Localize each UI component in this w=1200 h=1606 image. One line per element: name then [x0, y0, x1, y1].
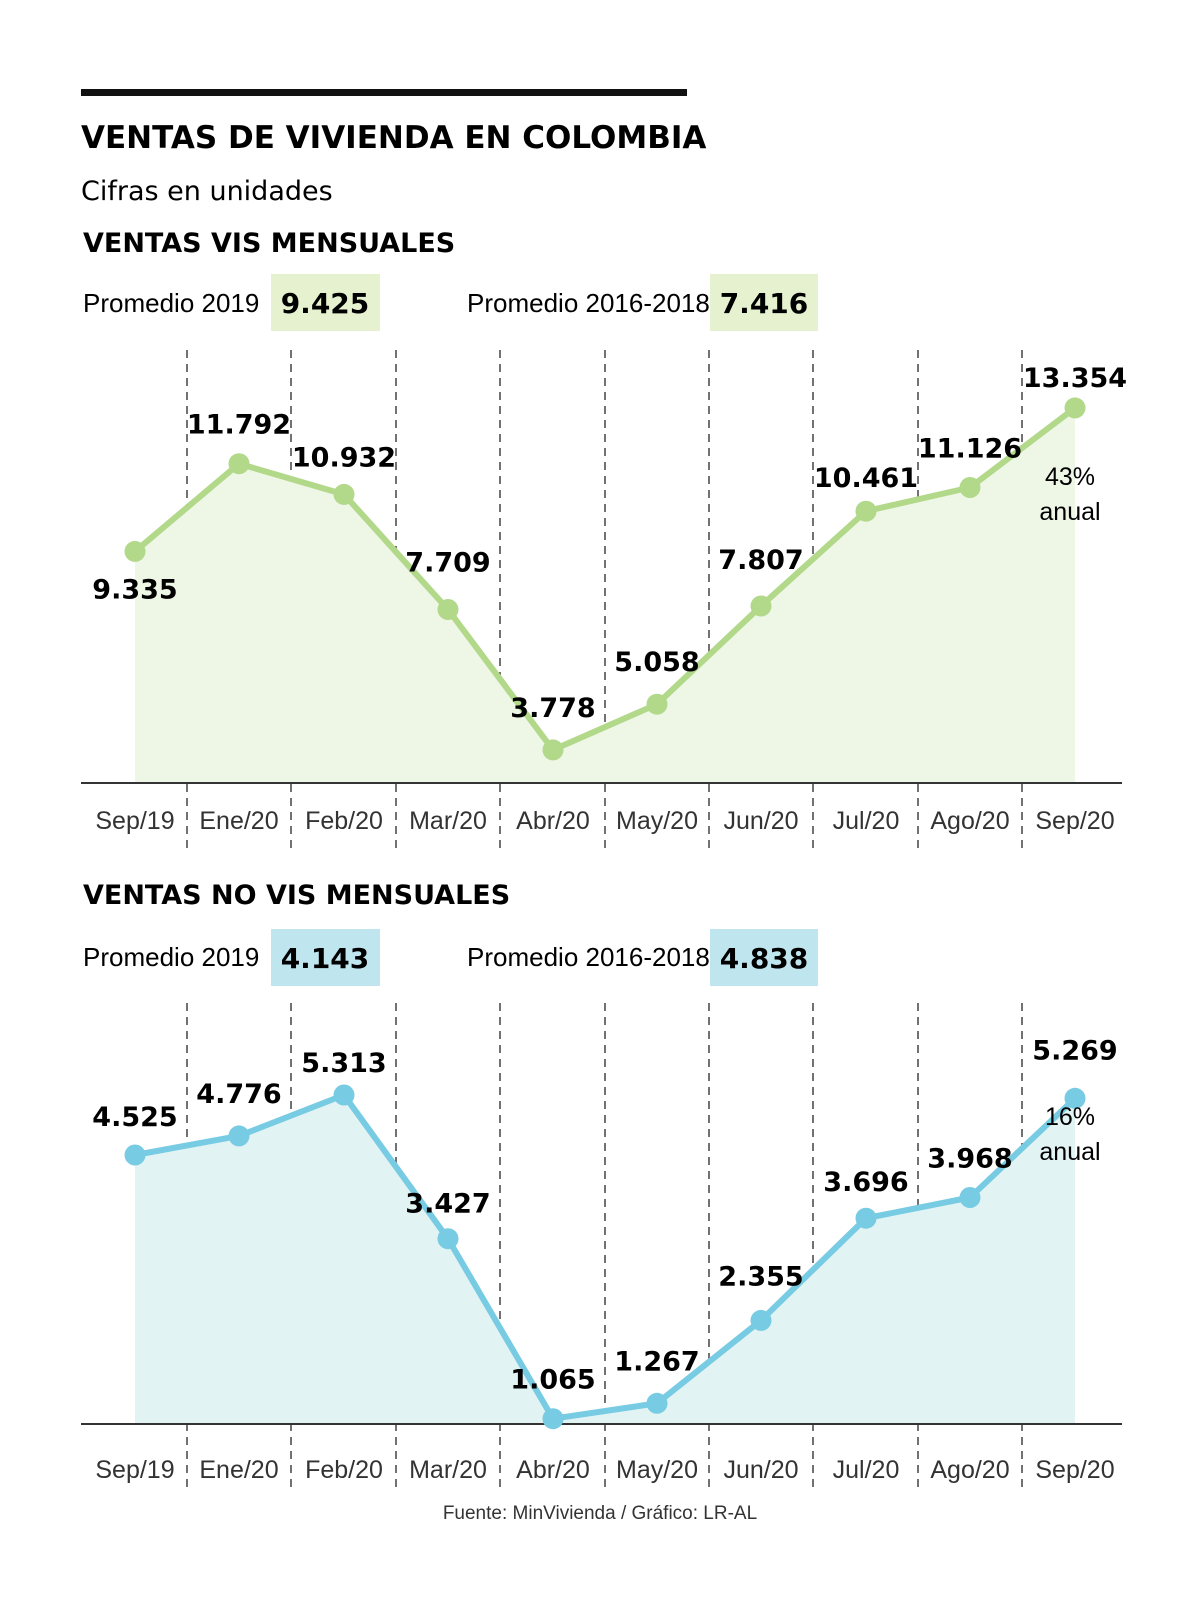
vis-point-feb-20 — [333, 483, 355, 505]
novis-point-sep-20 — [1064, 1087, 1086, 1109]
novis-tick-label: May/20 — [616, 1456, 698, 1484]
novis-point-ago-20 — [959, 1187, 981, 1208]
vis-tick-label: Abr/20 — [516, 807, 590, 835]
novis-value-label: 2.355 — [718, 1261, 803, 1292]
novis-point-ene-20 — [228, 1125, 250, 1147]
vis-avg-2016-2018-label: Promedio 2016-2018 — [467, 288, 710, 318]
novis-tick-label: Jun/20 — [723, 1456, 798, 1484]
novis-tick-label: Abr/20 — [516, 1456, 590, 1484]
vis-value-label: 7.709 — [405, 548, 490, 579]
novis-annual-label: anual — [1039, 1138, 1100, 1166]
novis-avg-2016-2018-label: Promedio 2016-2018 — [467, 942, 710, 972]
novis-point-jun-20 — [750, 1309, 772, 1331]
novis-section-title: VENTAS NO VIS MENSUALES — [83, 880, 510, 911]
novis-value-label: 1.065 — [510, 1365, 595, 1396]
vis-section-title: VENTAS VIS MENSUALES — [83, 228, 455, 259]
novis-tick-label: Ene/20 — [199, 1456, 278, 1484]
vis-value-label: 11.126 — [918, 434, 1022, 465]
vis-series-line — [132, 404, 1078, 753]
vis-value-label: 9.335 — [92, 574, 177, 605]
vis-avg-2019-badge — [271, 274, 380, 331]
source-note: Fuente: MinVivienda / Gráfico: LR-AL — [443, 1503, 757, 1524]
novis-series-line — [132, 1092, 1078, 1422]
vis-area-fill — [135, 407, 1075, 783]
figure-subtitle: Cifras en unidades — [81, 176, 333, 207]
vis-point-ago-20 — [959, 477, 981, 498]
novis-value-label: 3.968 — [927, 1144, 1012, 1175]
novis-value-label: 4.525 — [92, 1102, 177, 1133]
novis-tick-label: Feb/20 — [305, 1456, 383, 1484]
vis-avg-2016-2018-badge — [710, 274, 818, 331]
novis-value-label: 5.269 — [1032, 1035, 1117, 1066]
novis-point-abr-20 — [542, 1408, 564, 1430]
vis-point-may-20 — [646, 693, 668, 715]
title-rule — [81, 89, 687, 96]
novis-value-label: 3.696 — [823, 1167, 908, 1198]
novis-point-mar-20 — [437, 1228, 459, 1250]
vis-value-label: 11.792 — [187, 410, 291, 441]
vis-tick-label: Sep/20 — [1035, 807, 1114, 835]
novis-avg-2019-value: 4.143 — [281, 942, 370, 975]
vis-value-label: 13.354 — [1023, 363, 1127, 394]
vis-value-label: 10.461 — [814, 463, 918, 494]
novis-points — [124, 1084, 1086, 1430]
novis-tick-label: Sep/20 — [1035, 1456, 1114, 1484]
vis-point-sep-19 — [124, 540, 146, 562]
novis-tick-label: Mar/20 — [409, 1456, 487, 1484]
vis-tick-label: Ago/20 — [930, 807, 1009, 835]
vis-annual-change: 43% — [1045, 463, 1095, 491]
novis-tick-label: Sep/19 — [95, 1456, 174, 1484]
vis-tick-label: May/20 — [616, 807, 698, 835]
novis-value-label: 4.776 — [196, 1079, 281, 1110]
novis-value-label: 3.427 — [405, 1189, 490, 1220]
vis-tick-label: Sep/19 — [95, 807, 174, 835]
novis-avg-2019-label: Promedio 2019 — [83, 942, 259, 972]
vis-value-label: 10.932 — [292, 442, 396, 473]
novis-point-jul-20 — [855, 1207, 877, 1229]
vis-points — [124, 397, 1086, 761]
vis-chart: VENTAS VIS MENSUALES Promedio 2019 9.425… — [81, 228, 1127, 850]
vis-point-abr-20 — [542, 739, 564, 761]
vis-tick-label: Jun/20 — [723, 807, 798, 835]
novis-avg-2019-badge — [271, 929, 380, 986]
novis-x-ticks: Sep/19 Ene/20 Feb/20 Mar/20 Abr/20 May/20 Jun/… — [95, 1456, 1114, 1484]
novis-point-sep-19 — [124, 1144, 146, 1166]
novis-area-fill — [135, 1095, 1075, 1424]
vis-avg-2019-label: Promedio 2019 — [83, 288, 259, 318]
vis-tick-label: Jul/20 — [833, 807, 900, 835]
vis-tick-label: Ene/20 — [199, 807, 278, 835]
novis-point-may-20 — [646, 1392, 668, 1414]
novis-avg-2016-2018-value: 4.838 — [720, 942, 809, 975]
novis-tick-label: Ago/20 — [930, 1456, 1009, 1484]
vis-avg-2016-2018-value: 7.416 — [720, 287, 809, 320]
vis-value-label: 3.778 — [510, 693, 595, 724]
vis-point-sep-20 — [1064, 397, 1086, 419]
vis-avg-2019-value: 9.425 — [281, 287, 370, 320]
novis-data-labels: 4.525 4.776 5.313 3.427 1.065 1.267 2.355 3.696… — [92, 1035, 1117, 1395]
vis-point-jul-20 — [855, 500, 877, 522]
vis-annual-label: anual — [1039, 498, 1100, 526]
vis-x-ticks: Sep/19 Ene/20 Feb/20 Mar/20 Abr/20 May/20 Jun/… — [95, 807, 1114, 835]
vis-tick-label: Feb/20 — [305, 807, 383, 835]
novis-tick-label: Jul/20 — [833, 1456, 900, 1484]
vis-point-jun-20 — [750, 595, 772, 617]
vis-value-label: 5.058 — [614, 647, 699, 678]
vis-tick-label: Mar/20 — [409, 807, 487, 835]
novis-annual-change: 16% — [1045, 1103, 1095, 1131]
novis-point-feb-20 — [333, 1084, 355, 1106]
vis-value-label: 7.807 — [718, 545, 803, 576]
novis-chart: VENTAS NO VIS MENSUALES Promedio 2019 4.… — [81, 880, 1122, 1490]
novis-value-label: 5.313 — [301, 1048, 386, 1079]
figure-title: VENTAS DE VIVIENDA EN COLOMBIA — [81, 120, 706, 156]
novis-value-label: 1.267 — [614, 1346, 699, 1377]
vis-point-mar-20 — [437, 599, 459, 620]
vis-point-ene-20 — [228, 453, 250, 475]
novis-avg-2016-2018-badge — [710, 929, 818, 986]
